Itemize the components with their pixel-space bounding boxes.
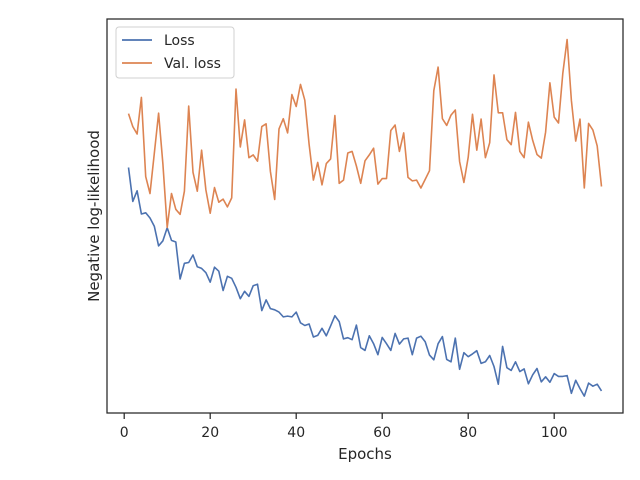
x-axis-ticks: 0 20 40 60 80 100: [120, 413, 568, 441]
legend-label: Loss: [164, 33, 195, 49]
x-axis-title: Epochs: [338, 445, 392, 463]
series-val-loss: [127, 38, 603, 229]
legend-label: Val. loss: [164, 56, 221, 72]
x-tick-label: 40: [287, 425, 305, 441]
series-line: [127, 167, 603, 397]
series-lines: [127, 38, 603, 397]
plot-frame: [106, 18, 624, 414]
legend: Loss Val. loss: [115, 26, 235, 79]
x-tick-label: 100: [541, 425, 568, 441]
x-tick-label: 0: [120, 425, 129, 441]
x-tick-label: 20: [201, 425, 219, 441]
x-tick-label: 80: [459, 425, 477, 441]
x-tick-label: 60: [373, 425, 391, 441]
series-loss: [127, 167, 603, 397]
series-line: [127, 38, 603, 229]
y-axis-title: Negative log-likelihood: [85, 130, 103, 302]
